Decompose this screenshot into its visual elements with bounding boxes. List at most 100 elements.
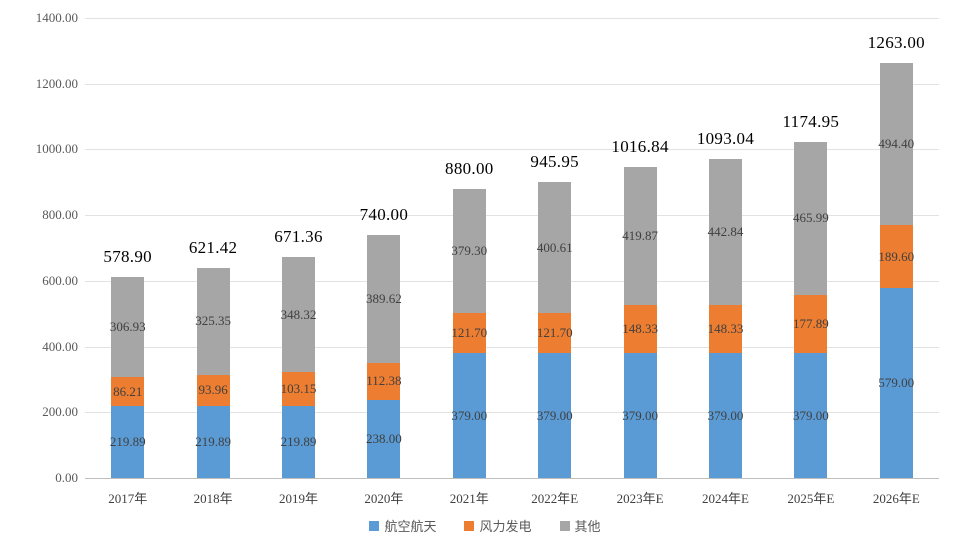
- segment-value-label: 379.30: [451, 243, 488, 259]
- gridline: [85, 346, 939, 348]
- segment-value-label: 177.89: [793, 316, 829, 332]
- segment-value-label: 86.21: [113, 383, 143, 399]
- y-axis-tick-label: 200.00: [42, 404, 78, 420]
- gridline: [85, 280, 939, 282]
- gridline: [85, 149, 939, 151]
- bar-segment-风力发电: [879, 225, 913, 288]
- bar-segment-航空航天: [538, 353, 572, 478]
- gridline: [85, 412, 939, 414]
- segment-value-label: 442.84: [707, 223, 744, 239]
- bar-segment-航空航天: [367, 399, 401, 478]
- x-axis-category-label: 2022年E: [531, 491, 579, 506]
- segment-value-label: 219.89: [109, 433, 146, 449]
- segment-value-label: 238.00: [366, 430, 402, 446]
- x-axis-category-label: 2023年E: [616, 491, 664, 506]
- segment-value-label: 219.89: [280, 433, 317, 449]
- bar-segment-航空航天: [111, 405, 145, 478]
- segment-value-label: 112.38: [366, 373, 402, 389]
- legend-label: 其他: [574, 519, 601, 534]
- x-axis-category-label: 2018年: [193, 491, 233, 506]
- segment-value-label: 579.00: [878, 374, 915, 390]
- bar-segment-其他: [196, 267, 230, 375]
- bar-segment-航空航天: [452, 353, 486, 478]
- x-axis-category-label: 2020年: [364, 491, 404, 506]
- legend-item-航空航天: 航空航天: [369, 516, 436, 535]
- y-axis-tick-label: 1200.00: [35, 75, 78, 91]
- legend-item-其他: 其他: [559, 516, 601, 535]
- segment-value-label: 148.33: [707, 321, 744, 337]
- bar-segment-风力发电: [623, 304, 657, 354]
- bar-segment-航空航天: [196, 405, 230, 478]
- segment-value-label: 419.87: [622, 227, 658, 243]
- y-axis-tick-label: 400.00: [42, 338, 78, 354]
- legend-label: 航空航天: [384, 519, 437, 534]
- total-value-label: 671.36: [274, 227, 323, 247]
- x-axis-category-label: 2019年: [278, 491, 318, 506]
- bar-segment-其他: [709, 159, 742, 305]
- bar-segment-其他: [879, 63, 913, 226]
- bar-segment-航空航天: [709, 353, 742, 478]
- total-value-label: 945.95: [530, 151, 579, 171]
- y-axis-tick-label: 1400.00: [35, 10, 78, 25]
- bar-segment-风力发电: [282, 371, 315, 406]
- legend-swatch-icon: [464, 520, 475, 531]
- bar-segment-航空航天: [282, 405, 315, 478]
- segment-value-label: 93.96: [198, 382, 228, 398]
- bar-segment-风力发电: [111, 377, 145, 406]
- segment-value-label: 379.00: [451, 407, 488, 423]
- total-value-label: 1016.84: [611, 136, 669, 156]
- x-axis-category-label: 2017年: [108, 491, 148, 506]
- gridline: [85, 215, 939, 217]
- total-value-label: 1263.00: [867, 33, 925, 52]
- total-value-label: 621.42: [188, 237, 238, 257]
- y-axis-tick-label: 800.00: [42, 207, 78, 223]
- segment-value-label: 219.89: [195, 433, 231, 449]
- y-axis-tick-label: 1000.00: [35, 141, 78, 157]
- bar-segment-风力发电: [709, 304, 742, 354]
- chart-legend: 航空航天 风力发电 其他: [0, 516, 970, 535]
- segment-value-label: 379.00: [536, 407, 573, 423]
- legend-item-风力发电: 风力发电: [464, 516, 532, 535]
- segment-value-label: 306.93: [109, 319, 146, 334]
- legend-label: 风力发电: [479, 519, 532, 534]
- total-value-label: 880.00: [445, 158, 494, 178]
- bar-segment-航空航天: [794, 353, 828, 478]
- bar-segment-航空航天: [623, 353, 657, 478]
- x-axis-category-label: 2021年: [449, 491, 489, 506]
- segment-value-label: 348.32: [280, 306, 317, 322]
- total-value-label: 1174.95: [782, 111, 840, 131]
- bar-segment-风力发电: [794, 295, 828, 354]
- total-value-label: 1093.04: [696, 129, 755, 149]
- segment-value-label: 494.40: [878, 136, 915, 152]
- segment-value-label: 400.61: [536, 239, 573, 255]
- segment-value-label: 148.33: [622, 321, 658, 337]
- gridline: [85, 83, 939, 85]
- segment-value-label: 189.60: [878, 248, 915, 264]
- bar-segment-航空航天: [879, 287, 913, 478]
- x-axis-category-label: 2024年E: [702, 491, 749, 506]
- y-axis-tick-label: 600.00: [42, 272, 78, 288]
- x-axis-category-label: 2026年E: [872, 491, 920, 506]
- bar-segment-其他: [282, 257, 315, 372]
- segment-value-label: 465.99: [793, 210, 829, 226]
- bar-segment-其他: [111, 276, 145, 378]
- bar-segment-风力发电: [196, 374, 230, 406]
- x-axis-line: [85, 478, 939, 479]
- x-axis-category-label: 2025年E: [787, 491, 835, 506]
- segment-value-label: 379.00: [622, 407, 658, 423]
- y-axis-tick-label: 0.00: [55, 470, 78, 485]
- segment-value-label: 379.00: [793, 407, 829, 423]
- segment-value-label: 121.70: [536, 325, 573, 341]
- total-value-label: 740.00: [359, 204, 409, 224]
- bar-segment-风力发电: [367, 362, 401, 400]
- segment-value-label: 325.35: [195, 313, 231, 329]
- total-value-label: 578.90: [103, 246, 152, 266]
- bar-segment-其他: [623, 166, 657, 305]
- legend-swatch-icon: [369, 520, 380, 531]
- segment-value-label: 121.70: [451, 325, 488, 341]
- bar-segment-其他: [538, 181, 572, 314]
- bar-segment-风力发电: [452, 313, 486, 354]
- segment-value-label: 103.15: [280, 380, 317, 396]
- bar-segment-其他: [794, 141, 828, 296]
